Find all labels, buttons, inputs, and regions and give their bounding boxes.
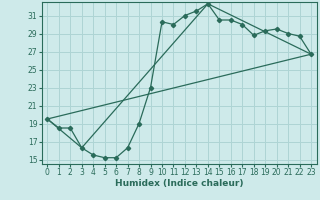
X-axis label: Humidex (Indice chaleur): Humidex (Indice chaleur)	[115, 179, 244, 188]
